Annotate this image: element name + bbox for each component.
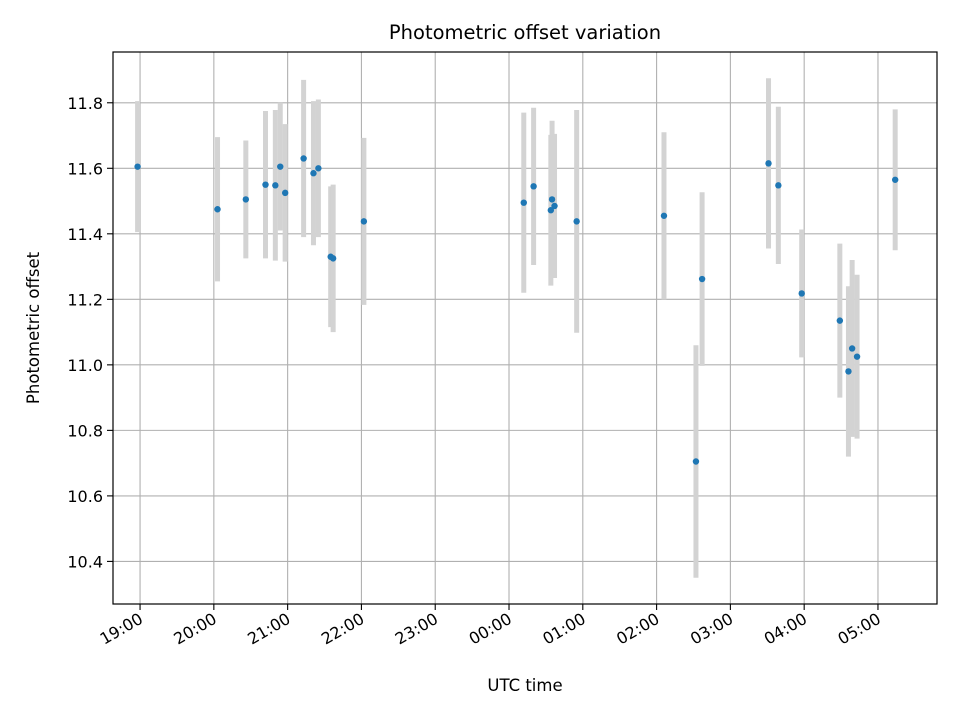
data-point xyxy=(277,163,284,170)
data-point xyxy=(692,458,700,465)
data-point xyxy=(520,199,527,206)
data-point xyxy=(281,189,289,197)
y-tick-label: 11.8 xyxy=(67,94,103,113)
y-tick-label: 11.6 xyxy=(67,159,103,178)
data-point xyxy=(547,207,555,214)
y-tick-label: 11.4 xyxy=(67,225,103,244)
data-point xyxy=(798,290,805,297)
data-points xyxy=(134,155,899,465)
data-point xyxy=(329,255,337,262)
y-tick-label: 11.0 xyxy=(67,356,103,375)
data-point xyxy=(660,212,668,219)
data-point xyxy=(300,155,307,162)
data-point xyxy=(853,353,861,360)
data-point xyxy=(845,368,852,375)
data-point xyxy=(891,176,899,183)
y-tick-label: 10.4 xyxy=(67,552,103,571)
data-point xyxy=(548,196,556,203)
data-point xyxy=(272,182,279,189)
plot-frame xyxy=(112,51,938,605)
x-axis-label: UTC time xyxy=(487,676,562,695)
data-point xyxy=(214,206,221,213)
data-point xyxy=(315,165,322,172)
data-point xyxy=(775,182,782,189)
data-point xyxy=(698,275,706,283)
data-point xyxy=(573,218,580,225)
data-point xyxy=(134,163,141,170)
y-axis-ticks: 10.4 10.6 10.8 11.0 11.2 11.4 11.6 11.8 xyxy=(67,94,113,571)
y-tick-label: 10.6 xyxy=(67,487,103,506)
data-point xyxy=(360,218,368,225)
chart-title: Photometric offset variation xyxy=(389,21,661,44)
y-axis-label: Photometric offset xyxy=(24,251,43,404)
y-tick-label: 10.8 xyxy=(67,421,103,440)
data-point xyxy=(242,196,250,203)
data-point xyxy=(310,170,317,177)
data-point xyxy=(765,160,772,167)
data-point xyxy=(551,202,558,210)
data-point xyxy=(836,317,844,324)
y-tick-label: 11.2 xyxy=(67,290,103,309)
data-point xyxy=(530,183,537,190)
data-point xyxy=(848,345,856,352)
data-point xyxy=(262,181,269,188)
